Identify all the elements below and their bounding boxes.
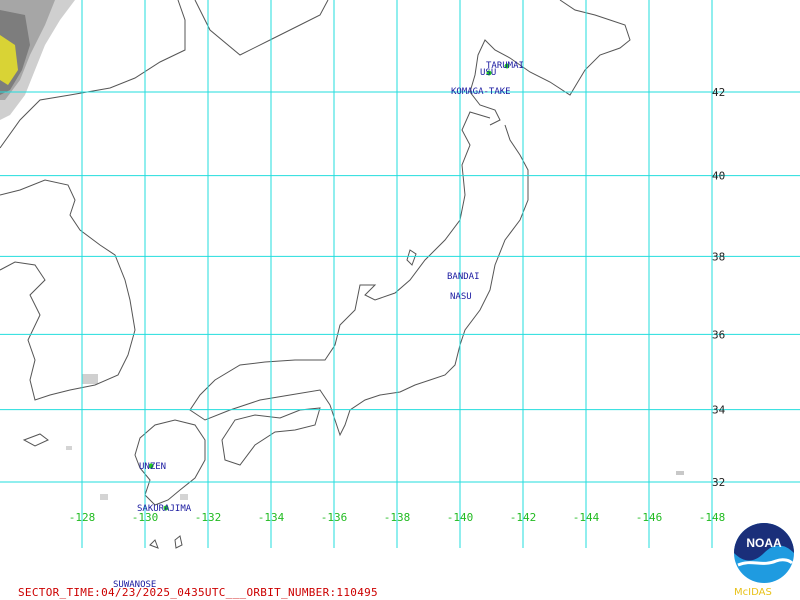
latitude-label: 40 (712, 170, 725, 183)
volcano-label-bandai: BANDAI (447, 272, 480, 282)
latitude-labels: 42 40 38 36 34 32 (712, 86, 726, 489)
latitude-label: 38 (712, 250, 725, 263)
longitude-label: -144 (573, 511, 600, 524)
longitude-label: -138 (384, 511, 411, 524)
longitude-label: -140 (447, 511, 474, 524)
volcano-markers: TARUMAI USU KOMAGA-TAKE BANDAI NASU UNZE… (113, 61, 524, 590)
volcano-label-unzen: UNZEN (139, 462, 166, 472)
volcano-label-usu: USU (480, 68, 496, 78)
noaa-logo-text: NOAA (746, 536, 782, 550)
longitude-label: -148 (699, 511, 726, 524)
latitude-label: 42 (712, 86, 725, 99)
volcano-label-sakurajima: SAKURAJIMA (137, 504, 192, 514)
volcano-label-nasu: NASU (450, 292, 472, 302)
volcano-marker-sakurajima (163, 505, 169, 511)
longitude-label: -134 (258, 511, 285, 524)
coastlines (0, 0, 631, 549)
latitude-label: 36 (712, 328, 725, 341)
volcano-label-suwanose: SUWANOSE (113, 580, 156, 590)
noaa-logo: NOAA (734, 523, 794, 583)
latitude-label: 34 (712, 404, 726, 417)
longitude-label: -128 (69, 511, 96, 524)
volcano-label-komaga-take: KOMAGA-TAKE (451, 87, 511, 97)
volcano-marker-usu (486, 70, 492, 76)
longitude-label: -146 (636, 511, 663, 524)
latitude-label: 32 (712, 476, 725, 489)
mcidas-caption: McIDAS (734, 587, 772, 598)
longitude-label: -142 (510, 511, 537, 524)
volcano-marker-unzen (148, 463, 154, 469)
sector-time-footer: SECTOR_TIME:04/23/2025_0435UTC___ORBIT_N… (18, 586, 378, 599)
longitude-labels: -128 -130 -132 -134 -136 -138 -140 -142 -144 -146… (69, 511, 726, 524)
longitude-label: -132 (195, 511, 222, 524)
volcano-marker-tarumai (504, 63, 510, 69)
volcano-label-tarumai: TARUMAI (486, 61, 524, 71)
satellite-imagery (0, 0, 684, 500)
longitude-label: -136 (321, 511, 348, 524)
longitude-label: -130 (132, 511, 159, 524)
lat-lon-grid (0, 0, 800, 548)
